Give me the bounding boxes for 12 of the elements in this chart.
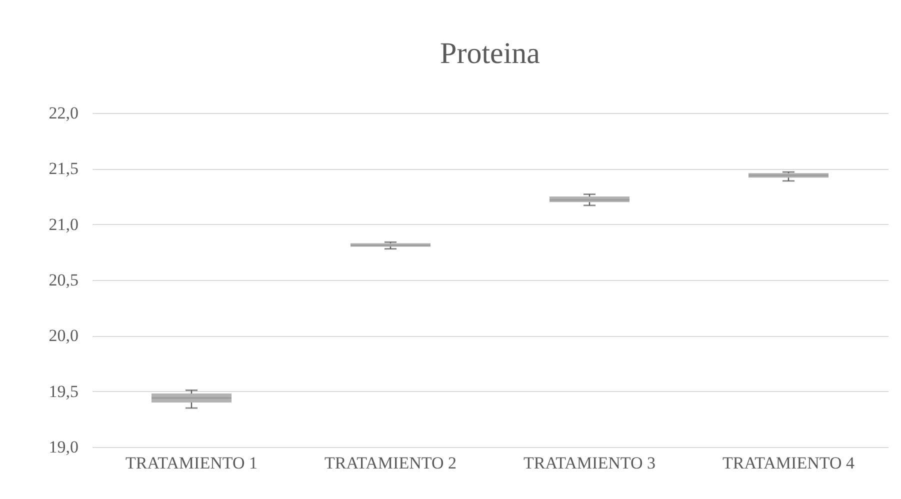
x-tick-label: TRATAMIENTO 4 bbox=[722, 454, 855, 472]
y-tick-label: 19,5 bbox=[48, 382, 78, 401]
y-tick-label: 21,0 bbox=[48, 214, 78, 234]
y-tick-label: 19,0 bbox=[48, 438, 78, 456]
y-tick-label: 20,0 bbox=[48, 326, 78, 346]
y-tick-label: 20,5 bbox=[48, 270, 78, 290]
x-tick-label: TRATAMIENTO 2 bbox=[324, 454, 456, 472]
x-tick-label: TRATAMIENTO 3 bbox=[524, 454, 656, 472]
x-tick-label: TRATAMIENTO 1 bbox=[126, 454, 258, 472]
y-tick-label: 21,5 bbox=[48, 159, 78, 178]
y-tick-label: 22,0 bbox=[48, 104, 78, 122]
chart-title: Proteina bbox=[440, 37, 540, 70]
